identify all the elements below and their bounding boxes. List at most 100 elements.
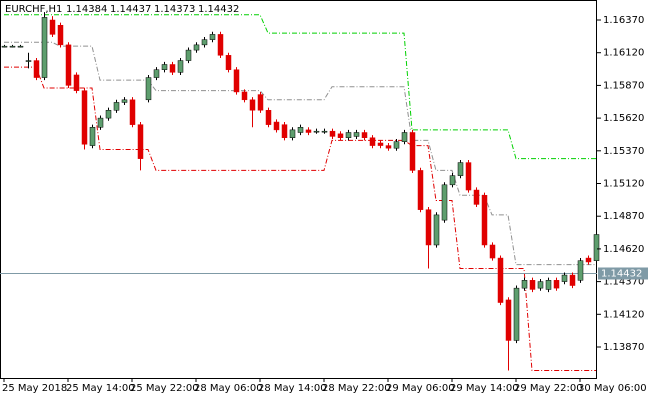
y-tick-label: 1.15120 [603,179,644,190]
candle-body [33,60,40,78]
x-tick-label: 29 May 06:00 [386,383,455,394]
candle-body [473,189,480,205]
candle-body [129,99,136,125]
y-tick-label: 1.16370 [603,15,644,26]
x-tick-label: 28 May 22:00 [322,383,391,394]
candle-body [97,117,104,128]
candle-body [577,260,584,281]
candle-body [561,274,568,282]
candle-body [425,209,432,246]
candle-body [289,129,296,138]
candle-body [209,34,216,40]
candle-body [345,132,352,138]
candle-body [305,129,312,133]
candle-body [137,124,144,159]
candle-body [433,214,440,246]
price-label: 1.14432 [601,268,642,279]
x-tick-label: 29 May 22:00 [514,383,583,394]
x-tick-label: 25 May 22:00 [130,383,199,394]
x-tick-label: 28 May 06:00 [194,383,263,394]
candle-body [337,133,344,138]
candle-body [385,145,392,149]
candle-body [41,17,48,78]
candle-body [553,280,560,289]
candle-body [489,244,496,259]
channel-line [4,14,596,160]
candle-body [185,49,192,61]
y-tick-label: 1.14120 [603,309,644,320]
candle-body [113,102,120,111]
candle-body [297,127,304,133]
y-tick-label: 1.16120 [603,48,644,59]
quote-open: 1.14384 [66,4,107,15]
candle-body [233,69,240,93]
candle-body [145,77,152,101]
candle-body [441,184,448,221]
candle-body [153,69,160,78]
candle-body [369,137,376,146]
chart-title: EURCHF,H1 [5,4,62,15]
candle-body [1,45,8,48]
candle-body [89,127,96,146]
candle-body [201,39,208,46]
candle-body [585,257,592,263]
candle-body [17,45,24,48]
candle-body [545,280,552,290]
candle-body [281,124,288,138]
candle-body [465,162,472,191]
candle-body [393,141,400,149]
candle-body [265,110,272,125]
plot-area [0,12,600,372]
candle-body [241,91,248,101]
candle-body [73,74,80,91]
candle-body [505,299,512,341]
candle-body [225,55,232,70]
candle-body [497,257,504,303]
candle-body [313,130,320,133]
x-tick-label: 25 May 14:00 [66,383,135,394]
x-tick-label: 29 May 14:00 [450,383,519,394]
candle-body [353,132,360,137]
candle-body [513,287,520,341]
candle-body [105,110,112,119]
candle-body [537,281,544,289]
channel-line [4,41,596,266]
candle-body [593,234,600,261]
candle-body [273,121,280,131]
y-tick-label: 1.13870 [603,342,644,353]
candle-body [49,19,56,35]
candle-body [57,24,64,46]
plot-frame [0,0,597,379]
candle-body [217,34,224,56]
x-tick-label: 25 May 2018 [2,383,67,394]
candle-body [257,94,264,111]
candle-body [121,99,128,103]
y-tick-label: 1.14370 [603,277,644,288]
candle-body [169,64,176,73]
quote-low: 1.14373 [154,4,195,15]
candle-body [25,60,32,62]
candle-body [249,99,256,111]
candle-body [409,132,416,171]
y-tick-label: 1.15370 [603,146,644,157]
candle-body [569,274,576,286]
candle-body [161,64,168,70]
candle-body [417,170,424,210]
candle-body [521,280,528,289]
y-tick-label: 1.14620 [603,244,644,255]
candle-body [529,280,536,290]
candle-body [361,132,368,138]
y-tick-label: 1.15870 [603,80,644,91]
candle-body [177,60,184,73]
candle-body [449,175,456,186]
price-label-box [598,267,648,280]
quote-high: 1.14437 [110,4,151,15]
x-tick-label: 30 May 06:00 [578,383,647,394]
candle-body [193,44,200,51]
channel-line [4,66,596,372]
candle-body [9,45,16,48]
candle-body [65,44,72,86]
candle-body [481,195,488,246]
candle-body [401,132,408,142]
